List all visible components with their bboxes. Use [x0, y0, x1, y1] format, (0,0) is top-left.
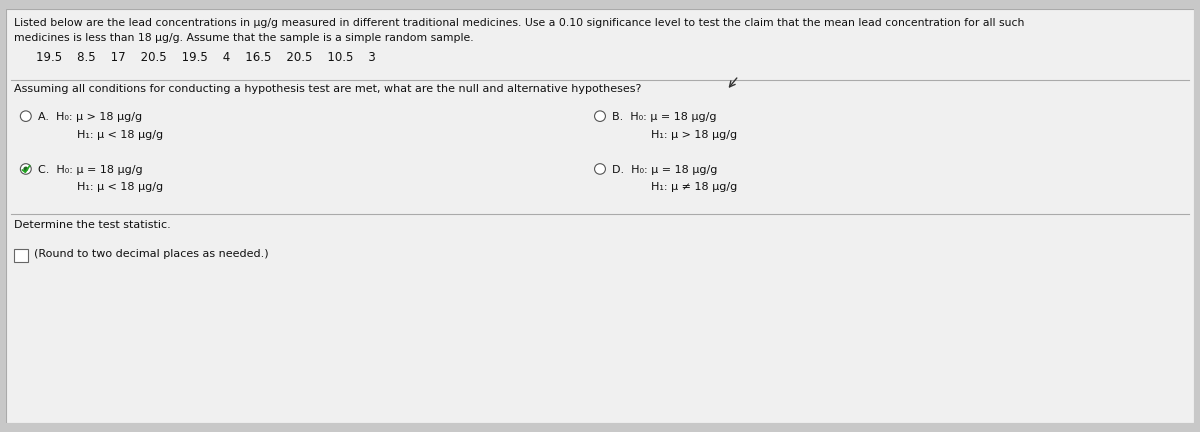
- Text: (Round to two decimal places as needed.): (Round to two decimal places as needed.): [34, 249, 269, 259]
- Text: H₁: μ > 18 μg/g: H₁: μ > 18 μg/g: [630, 130, 737, 140]
- Text: A.  H₀: μ > 18 μg/g: A. H₀: μ > 18 μg/g: [37, 112, 142, 122]
- Text: medicines is less than 18 μg/g. Assume that the sample is a simple random sample: medicines is less than 18 μg/g. Assume t…: [14, 33, 474, 43]
- Circle shape: [594, 111, 606, 121]
- Text: Determine the test statistic.: Determine the test statistic.: [14, 220, 170, 230]
- Bar: [14, 249, 28, 262]
- Circle shape: [594, 164, 606, 174]
- Text: Assuming all conditions for conducting a hypothesis test are met, what are the n: Assuming all conditions for conducting a…: [14, 85, 641, 95]
- Text: H₁: μ < 18 μg/g: H₁: μ < 18 μg/g: [55, 182, 163, 192]
- Text: C.  H₀: μ = 18 μg/g: C. H₀: μ = 18 μg/g: [37, 165, 143, 175]
- Text: H₁: μ ≠ 18 μg/g: H₁: μ ≠ 18 μg/g: [630, 182, 737, 192]
- Text: B.  H₀: μ = 18 μg/g: B. H₀: μ = 18 μg/g: [612, 112, 716, 122]
- Circle shape: [20, 111, 31, 121]
- Circle shape: [20, 164, 31, 174]
- Text: 19.5    8.5    17    20.5    19.5    4    16.5    20.5    10.5    3: 19.5 8.5 17 20.5 19.5 4 16.5 20.5 10.5 3: [36, 51, 376, 64]
- Text: D.  H₀: μ = 18 μg/g: D. H₀: μ = 18 μg/g: [612, 165, 718, 175]
- Text: H₁: μ < 18 μg/g: H₁: μ < 18 μg/g: [55, 130, 163, 140]
- Circle shape: [23, 167, 29, 172]
- Text: Listed below are the lead concentrations in μg/g measured in different tradition: Listed below are the lead concentrations…: [14, 18, 1025, 28]
